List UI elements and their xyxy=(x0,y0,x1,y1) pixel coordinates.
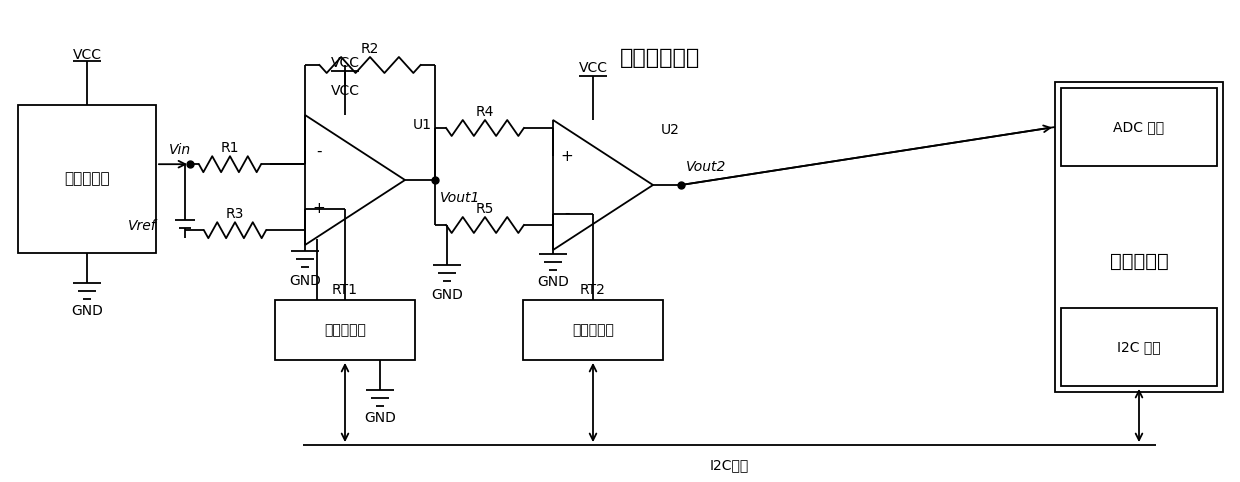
Text: VCC: VCC xyxy=(579,61,608,75)
Text: R4: R4 xyxy=(476,105,495,119)
Text: R1: R1 xyxy=(221,141,239,155)
Text: U2: U2 xyxy=(661,123,680,137)
Text: 控制器单元: 控制器单元 xyxy=(1110,252,1168,271)
Bar xyxy=(1055,82,1223,392)
Bar xyxy=(19,105,156,253)
Text: VCC: VCC xyxy=(331,84,360,98)
Text: Vref: Vref xyxy=(129,219,157,233)
Text: VCC: VCC xyxy=(72,48,102,62)
Text: RT2: RT2 xyxy=(580,283,606,297)
Text: -: - xyxy=(316,144,321,159)
Text: R2: R2 xyxy=(361,42,379,56)
Bar xyxy=(1061,88,1216,166)
Text: GND: GND xyxy=(365,411,396,425)
Text: 数字电位计: 数字电位计 xyxy=(324,323,366,337)
Text: U1: U1 xyxy=(413,118,432,132)
Text: Vout2: Vout2 xyxy=(686,160,727,174)
Text: GND: GND xyxy=(71,304,103,318)
Text: GND: GND xyxy=(432,288,463,302)
Text: GND: GND xyxy=(537,275,569,289)
Text: 数字电位计: 数字电位计 xyxy=(572,323,614,337)
Text: VCC: VCC xyxy=(331,56,360,70)
Text: +: + xyxy=(312,201,325,216)
Text: -: - xyxy=(564,206,569,221)
Text: R3: R3 xyxy=(226,207,244,221)
Bar xyxy=(523,300,663,360)
Text: 信号转换模块: 信号转换模块 xyxy=(620,48,701,68)
Text: I2C总线: I2C总线 xyxy=(709,458,749,472)
Text: Vin: Vin xyxy=(169,143,191,157)
Bar xyxy=(275,300,415,360)
Text: GND: GND xyxy=(289,274,321,288)
Text: RT1: RT1 xyxy=(332,283,358,297)
Text: 霍尔传感器: 霍尔传感器 xyxy=(64,172,110,187)
Text: +: + xyxy=(560,149,573,164)
Bar xyxy=(1061,308,1216,386)
Text: ADC 输入: ADC 输入 xyxy=(1114,120,1164,134)
Text: I2C 通讯: I2C 通讯 xyxy=(1117,340,1161,354)
Text: Vout1: Vout1 xyxy=(440,191,480,205)
Text: R5: R5 xyxy=(476,202,495,216)
